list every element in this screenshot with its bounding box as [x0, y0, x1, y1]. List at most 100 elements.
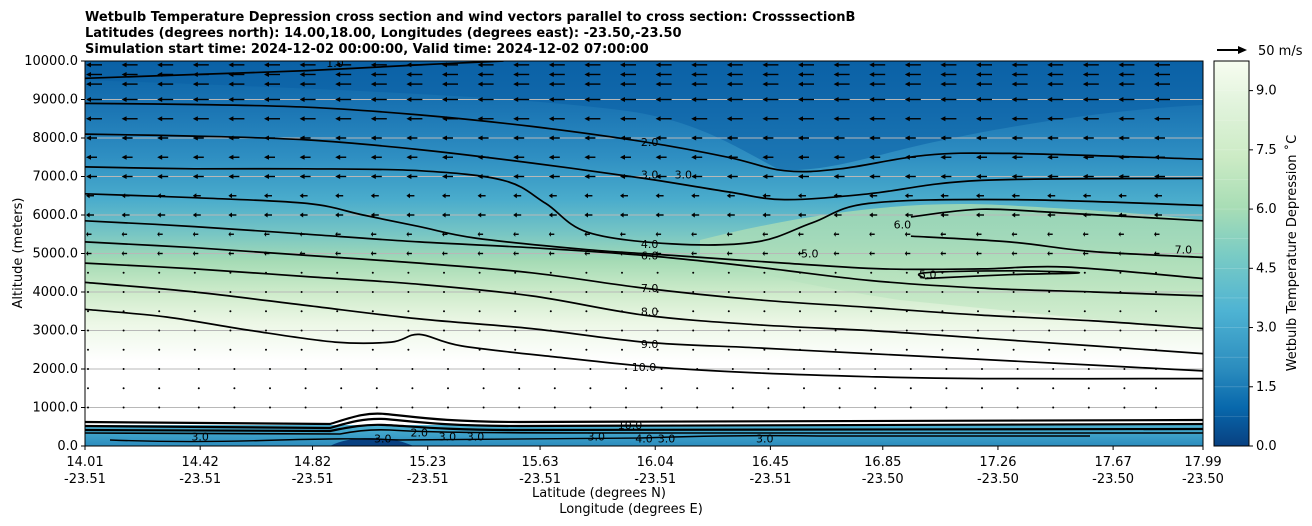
wind-vector-head: [904, 81, 910, 87]
wind-vector-head: [1047, 212, 1051, 218]
wind-vector: [798, 174, 809, 179]
wind-vector-head: [513, 116, 519, 122]
wind-vector-head: [904, 212, 909, 218]
wind-vector-head: [442, 97, 447, 102]
wind-vector: [691, 154, 703, 160]
wind-vector: [121, 62, 138, 68]
wind-vector-head: [655, 251, 658, 256]
wind-vector: [833, 212, 842, 218]
wind-vector-head: [726, 212, 731, 218]
wind-vector: [940, 116, 957, 122]
wind-vector-head: [370, 81, 376, 87]
wind-vector: [121, 81, 138, 87]
wind-vector-head: [1118, 212, 1122, 218]
wind-vector-head: [620, 193, 624, 199]
wind-vector-dot: [834, 329, 837, 332]
wind-vector: [442, 231, 448, 237]
contour-label: 2.0: [641, 136, 659, 149]
wind-vector-head: [370, 71, 376, 77]
wind-vector-head: [157, 174, 163, 179]
wind-vector: [655, 251, 662, 256]
wind-vector-head: [121, 71, 127, 77]
title-line-2: Latitudes (degrees north): 14.00,18.00, …: [85, 26, 682, 41]
wind-vector: [1011, 81, 1028, 87]
wind-vector: [833, 231, 840, 237]
wind-vector: [976, 174, 987, 179]
wind-vector: [869, 62, 886, 68]
wind-vector-head: [370, 193, 375, 199]
wind-vector-head: [477, 71, 483, 77]
wind-vector-dot: [300, 271, 303, 274]
wind-vector-head: [976, 212, 980, 218]
wind-vector: [406, 251, 412, 256]
wind-vector-dot: [336, 310, 339, 313]
wind-vector-head: [335, 97, 341, 102]
wind-vector-head: [1011, 71, 1017, 77]
wind-vector-head: [228, 231, 231, 237]
wind-vector-head: [157, 135, 163, 141]
wind-vector: [904, 135, 916, 141]
wind-vector-dot: [941, 348, 944, 351]
wind-vector: [264, 135, 275, 141]
wind-vector-head: [869, 174, 875, 179]
wind-vector: [157, 193, 166, 199]
wind-vector: [86, 62, 102, 68]
wind-vector: [584, 154, 596, 160]
wind-vector: [726, 154, 738, 160]
wind-vector-dot: [799, 271, 801, 274]
wind-vector-head: [86, 116, 91, 122]
wind-vector-dot: [447, 387, 449, 390]
wind-vector-dot: [1012, 310, 1015, 313]
contour-line-6-0: [85, 219, 1203, 297]
wind-vector-head: [833, 97, 839, 102]
wind-vector-head: [976, 251, 979, 256]
wind-vector: [904, 97, 921, 102]
contour-line-4-0: [85, 166, 1203, 246]
wind-vector-dot: [981, 387, 983, 390]
contour-label-group: 1.02.03.0 3.04.06.07.08.09.010.05.06.05.0…: [191, 61, 1192, 445]
wind-vector-head: [833, 174, 839, 179]
wind-vector: [1118, 212, 1127, 218]
wind-vector: [798, 193, 806, 199]
x-tick-longitude: -23.51: [634, 472, 676, 487]
wind-vector-head: [335, 193, 339, 199]
mid-green-wedge: [700, 204, 1203, 330]
wind-vector-head: [370, 62, 376, 68]
wind-vector-dot: [233, 368, 236, 370]
plot-area: 1.02.03.0 3.04.06.07.08.09.010.05.06.05.0…: [85, 61, 1203, 446]
wind-vector: [1154, 81, 1170, 87]
wind-vector-head: [976, 154, 981, 160]
contour-label: 10.0: [632, 361, 657, 374]
contour-line-5-0: [917, 269, 1081, 280]
x-tick-latitude: 16.85: [864, 455, 901, 470]
wind-vector: [299, 81, 316, 87]
wind-vector-head: [442, 71, 447, 77]
wind-vector: [1118, 251, 1124, 256]
wind-vectors: [86, 62, 1170, 409]
wind-vector-dot: [514, 271, 517, 274]
wind-vector: [335, 97, 352, 102]
wind-vector-head: [299, 62, 305, 68]
wind-vector-dot: [870, 329, 873, 332]
wind-vector-dot: [158, 329, 161, 332]
wind-vector-head: [228, 174, 234, 179]
wind-vector: [228, 251, 234, 256]
wind-vector: [548, 212, 557, 218]
x-tick-latitude: 14.42: [182, 455, 219, 470]
wind-vector-dot: [1012, 291, 1015, 293]
wind-vector: [548, 97, 565, 102]
wind-vector-dot: [229, 329, 232, 332]
wind-vector-head: [335, 174, 341, 179]
wind-vector-head: [228, 81, 234, 87]
wind-vector-dot: [799, 329, 801, 332]
wind-vector: [976, 116, 992, 122]
wind-vector-head: [940, 135, 946, 141]
wind-vector-head: [264, 81, 269, 87]
wind-vector: [477, 116, 494, 122]
wind-vector: [833, 97, 850, 102]
wind-vector: [477, 97, 494, 102]
wind-vector: [513, 154, 525, 160]
wind-vector: [976, 212, 984, 218]
wind-vector-head: [121, 154, 127, 160]
wind-vector-head: [833, 81, 839, 87]
